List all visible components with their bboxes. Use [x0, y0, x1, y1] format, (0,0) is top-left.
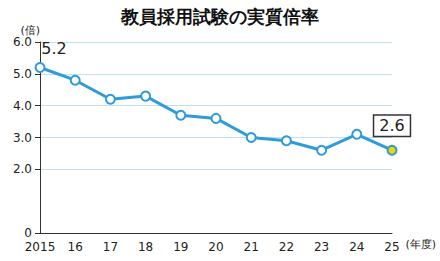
svg-text:0: 0 [24, 226, 32, 240]
svg-text:17: 17 [103, 240, 118, 254]
svg-text:5.2: 5.2 [41, 39, 66, 58]
svg-text:6.0: 6.0 [13, 35, 32, 49]
svg-text:21: 21 [244, 240, 259, 254]
svg-text:19: 19 [173, 240, 188, 254]
svg-text:教員採用試験の実質倍率: 教員採用試験の実質倍率 [120, 6, 319, 27]
svg-text:4.0: 4.0 [13, 99, 32, 113]
svg-text:23: 23 [314, 240, 329, 254]
svg-text:24: 24 [349, 240, 364, 254]
svg-text:3.0: 3.0 [13, 131, 32, 145]
svg-text:2.0: 2.0 [13, 162, 32, 176]
svg-text:2.6: 2.6 [379, 116, 404, 135]
svg-text:20: 20 [208, 240, 223, 254]
svg-text:22: 22 [279, 240, 294, 254]
svg-text:16: 16 [68, 240, 83, 254]
svg-text:5.0: 5.0 [13, 67, 32, 81]
svg-text:2015: 2015 [25, 240, 56, 254]
svg-text:18: 18 [138, 240, 153, 254]
svg-text:(年度): (年度) [406, 238, 437, 251]
svg-text:25: 25 [384, 240, 399, 254]
svg-text:(倍): (倍) [20, 24, 40, 37]
